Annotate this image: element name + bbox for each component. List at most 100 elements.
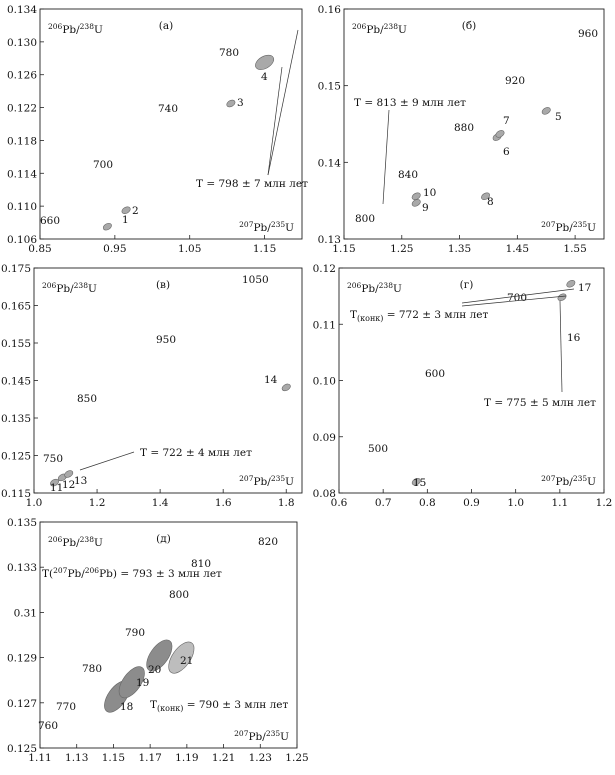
- x-tick-label: 1.17: [138, 752, 161, 764]
- spot-label: 8: [487, 196, 494, 208]
- spot-21: [168, 641, 195, 674]
- discordia-age-annotation: T = 775 ± 5 млн лет: [484, 397, 596, 409]
- annotation-leader: [267, 66, 283, 176]
- concordia-age-label: 800: [355, 213, 375, 225]
- concordia-age-label: 600: [425, 368, 445, 380]
- spot-20: [146, 639, 173, 672]
- concordia-age-920: [0, 0, 3, 2]
- concordia-age-800: [0, 0, 3, 2]
- x-tick-label: 1.0: [507, 497, 524, 509]
- x-tick-label: 1.15: [253, 243, 276, 255]
- panel-letter: (а): [159, 20, 173, 32]
- concordia-age-label: 950: [156, 334, 176, 346]
- concordia-age-780: [0, 0, 3, 2]
- y-tick-label: 0.133: [7, 562, 37, 574]
- concordia-age-750: [0, 0, 3, 2]
- concordia-age-600: [0, 0, 3, 2]
- concordia-age-label: 920: [505, 75, 525, 87]
- concordia-age-1050: [0, 0, 3, 2]
- spot-15: [411, 478, 421, 486]
- concordia-age-950: [0, 0, 3, 2]
- y-tick-label: 0.16: [318, 4, 342, 16]
- y-tick-label: 0.155: [1, 338, 31, 350]
- concordia-age-820: [0, 0, 3, 2]
- y-tick-label: 0.09: [313, 432, 336, 444]
- concordia-age-760: [0, 0, 3, 2]
- spot-label: 18: [120, 701, 133, 713]
- spot-14: [281, 383, 291, 392]
- concordia-age-660: [0, 0, 3, 2]
- spot-7: [495, 130, 505, 138]
- concordia-age-780: [0, 0, 3, 2]
- discordia-age-annotation: T = 722 ± 4 млн лет: [140, 447, 252, 459]
- panel-b: 1.15 1.25 1.35 1.45 1.55 0.16 0.15 0.14 0.13 206P…: [0, 0, 605, 255]
- concordia-age-820: [0, 0, 3, 2]
- y-tick-label: 0.122: [7, 103, 37, 115]
- x-tick-label: 1.2: [596, 497, 613, 509]
- y-tick-label: 0.145: [1, 376, 31, 388]
- plot-area: [0, 0, 291, 487]
- plot-area: [0, 0, 551, 207]
- concordia-age-840: [0, 0, 3, 2]
- spot-11: [50, 478, 59, 487]
- spot-label: 2: [132, 205, 139, 217]
- concordia-age-label: 880: [454, 122, 474, 134]
- x-tick-label: 0.8: [419, 497, 436, 509]
- spot-label: 15: [413, 477, 426, 489]
- spot-label: 1: [122, 214, 129, 226]
- concordia-age-label: 700: [507, 292, 527, 304]
- spot-label: 4: [261, 71, 268, 83]
- panel-letter: (б): [462, 20, 477, 32]
- concordia-age-label: 660: [40, 215, 60, 227]
- concordia-age-960: [0, 0, 3, 2]
- spot-label: 21: [180, 655, 193, 667]
- y-tick-label: 0.11: [313, 319, 336, 331]
- x-axis-label: 207Pb/235U: [541, 474, 596, 488]
- concordia-age-label: 800: [169, 589, 189, 601]
- x-tick-label: 0.7: [375, 497, 392, 509]
- spot-10: [411, 192, 421, 201]
- y-axis-label: 206Pb/238U: [42, 281, 97, 295]
- concordia-age-label: 960: [578, 28, 598, 40]
- panel-letter: (г): [460, 279, 474, 291]
- y-axis-label: 206Pb/238U: [48, 535, 103, 549]
- annotation-leader: [461, 288, 575, 304]
- y-tick-label: 0.12: [313, 263, 336, 275]
- spot-1: [102, 222, 112, 231]
- panel-d: 1.11 1.13 1.15 1.17 1.19 1.21 1.23 1.250.1350.1…: [0, 0, 309, 764]
- concordia-age-label: 760: [38, 720, 58, 732]
- spot-2: [121, 206, 131, 214]
- y-tick-label: 0.31: [14, 607, 37, 619]
- y-axis-label: 206Pb/238U: [48, 22, 103, 36]
- y-tick-label: 0.15: [318, 81, 341, 93]
- concordia-age-label: 1050: [242, 274, 269, 286]
- panel-g: 0.6 0.7 0.8 0.9 1.0 1.1 1.2 0.12 0.11 0.10 0.09 0.0…: [0, 0, 613, 509]
- spot-label: 14: [264, 374, 278, 386]
- concordia-age-850: [0, 0, 3, 2]
- concordia-age-800: [0, 0, 3, 2]
- concordia-age-750: [0, 0, 3, 2]
- concordia-age-label: 780: [219, 47, 239, 59]
- spot-4: [255, 54, 275, 70]
- concordia-age-700: [0, 0, 3, 2]
- x-tick-label: 1.15: [332, 243, 355, 255]
- spot-9: [411, 199, 421, 207]
- concordia-age-810: [0, 0, 3, 2]
- spot-label: 19: [136, 677, 149, 689]
- annotation-leader: [461, 295, 567, 307]
- spot-label: 10: [423, 187, 436, 199]
- concordia-age-label: 850: [77, 393, 97, 405]
- annotation-leader: [382, 109, 390, 205]
- spot-label: 7: [503, 115, 510, 127]
- x-tick-label: 1.55: [563, 243, 586, 255]
- spot-label: 9: [422, 202, 429, 214]
- y-tick-label: 0.118: [7, 135, 37, 147]
- concordia-age-880: [0, 0, 3, 2]
- x-tick-label: 1.35: [448, 243, 471, 255]
- panel-a: 0.85 0.95 1.05 1.15 0.134 0.130 0.126 0.122 0.11…: [0, 0, 308, 255]
- x-tick-label: 0.6: [331, 497, 348, 509]
- panel-letter: (в): [156, 279, 170, 291]
- concordia-age-1000: [0, 0, 3, 2]
- x-tick-label: 1.1: [551, 497, 568, 509]
